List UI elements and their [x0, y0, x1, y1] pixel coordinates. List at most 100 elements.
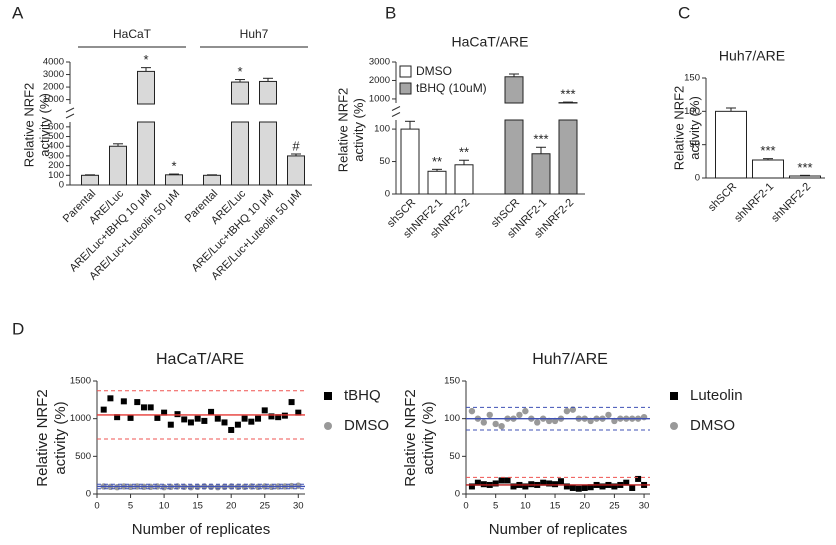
- point: [468, 407, 476, 415]
- point: [187, 419, 194, 426]
- y-axis-label: activity (%): [37, 93, 52, 157]
- bar: [531, 153, 551, 195]
- y-tick-label: 50: [689, 139, 700, 150]
- point: [174, 411, 181, 418]
- legend-marker: [670, 422, 678, 430]
- point: [635, 475, 642, 482]
- legend-marker: [324, 392, 332, 400]
- y-tick-label: 600: [48, 121, 64, 132]
- point: [492, 420, 499, 428]
- point: [640, 413, 648, 421]
- axis-break: [391, 106, 401, 111]
- point: [557, 478, 564, 485]
- point: [629, 484, 636, 491]
- point: [167, 421, 174, 428]
- x-tick-label: 10: [159, 501, 170, 512]
- point: [498, 423, 505, 430]
- x-tick-label: 5: [493, 501, 498, 512]
- x-axis-label: Number of replicates: [132, 521, 270, 538]
- point: [107, 395, 114, 402]
- point: [214, 484, 221, 491]
- point: [241, 415, 248, 422]
- annotation: ***: [533, 132, 548, 147]
- y-axis-label: activity (%): [687, 96, 702, 160]
- y-tick-label: 500: [75, 451, 91, 462]
- panel-label: D: [12, 319, 24, 338]
- x-tick-label: 25: [259, 501, 270, 512]
- legend-marker: [324, 422, 332, 430]
- point: [474, 479, 481, 486]
- point: [623, 479, 630, 486]
- point: [268, 413, 275, 420]
- bar: [231, 121, 249, 186]
- bar: [81, 174, 99, 186]
- y-axis-label: Relative NRF2: [402, 389, 419, 487]
- bar: [137, 121, 155, 186]
- point: [492, 480, 499, 487]
- y-tick-label: 0: [455, 489, 460, 500]
- point: [611, 483, 618, 490]
- point: [528, 481, 535, 488]
- point: [295, 409, 302, 416]
- point: [468, 483, 475, 490]
- bar: [427, 170, 447, 195]
- bar: [558, 119, 578, 195]
- y-tick-label: 100: [48, 170, 64, 181]
- chart-title: HaCaT/ARE: [451, 34, 528, 50]
- legend-swatch: [399, 65, 412, 78]
- axis-break: [65, 107, 75, 113]
- point: [575, 485, 582, 492]
- point: [569, 484, 576, 491]
- point: [127, 414, 134, 421]
- x-tick-label: 20: [579, 501, 590, 512]
- x-tick-label: 5: [128, 501, 133, 512]
- legend-swatch: [399, 82, 412, 95]
- annotation: *: [171, 158, 176, 173]
- x-tick-label: 30: [639, 501, 650, 512]
- y-tick-label: 3000: [369, 57, 390, 68]
- y-axis-label: Relative NRF2: [34, 389, 51, 487]
- bar: [259, 80, 277, 105]
- annotation: ***: [797, 160, 812, 175]
- y-tick-label: 1000: [369, 93, 390, 104]
- point: [160, 484, 168, 491]
- y-tick-label: 2000: [369, 75, 390, 86]
- point: [522, 483, 529, 490]
- point: [261, 407, 268, 414]
- panel-label: C: [678, 3, 690, 22]
- point: [208, 408, 215, 415]
- point: [221, 419, 228, 426]
- point: [522, 407, 529, 415]
- legend-label: DMSO: [416, 64, 452, 78]
- annotation: **: [459, 145, 469, 160]
- annotation: **: [432, 154, 442, 169]
- y-tick-label: 0: [86, 489, 91, 500]
- bar: [137, 70, 155, 105]
- point: [516, 411, 523, 419]
- point: [563, 407, 571, 415]
- point: [228, 426, 235, 433]
- y-tick-label: 200: [48, 160, 64, 171]
- point: [154, 414, 161, 421]
- y-tick-label: 500: [48, 131, 64, 142]
- y-tick-label: 300: [48, 150, 64, 161]
- y-tick-label: 1000: [43, 94, 64, 105]
- annotation: #: [292, 138, 300, 153]
- y-tick-label: 0: [59, 180, 64, 191]
- y-tick-label: 4000: [43, 57, 64, 68]
- point: [563, 483, 570, 490]
- point: [581, 484, 588, 491]
- point: [504, 477, 511, 484]
- group-label: Huh7: [240, 27, 269, 41]
- axis-break: [391, 112, 401, 117]
- bar: [789, 175, 821, 179]
- legend-marker: [670, 392, 678, 400]
- legend-label: tBHQ: [344, 387, 381, 404]
- x-tick-label: 25: [609, 501, 620, 512]
- point: [546, 480, 553, 487]
- y-axis-label: activity (%): [420, 401, 437, 474]
- point: [161, 409, 168, 416]
- point: [194, 415, 201, 422]
- x-tick-label: shNRF2-1: [732, 181, 776, 225]
- point: [587, 484, 594, 491]
